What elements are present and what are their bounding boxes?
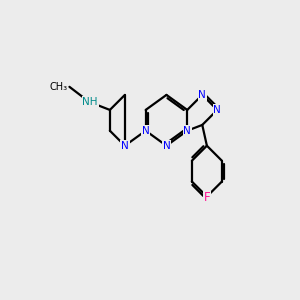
- Text: N: N: [142, 126, 149, 136]
- Text: CH₃: CH₃: [49, 82, 67, 92]
- Text: N: N: [213, 105, 221, 115]
- Text: N: N: [163, 141, 170, 151]
- Text: N: N: [183, 126, 191, 136]
- Text: N: N: [198, 90, 206, 100]
- Text: N: N: [121, 141, 129, 151]
- Text: NH: NH: [82, 97, 98, 107]
- Text: F: F: [204, 191, 210, 204]
